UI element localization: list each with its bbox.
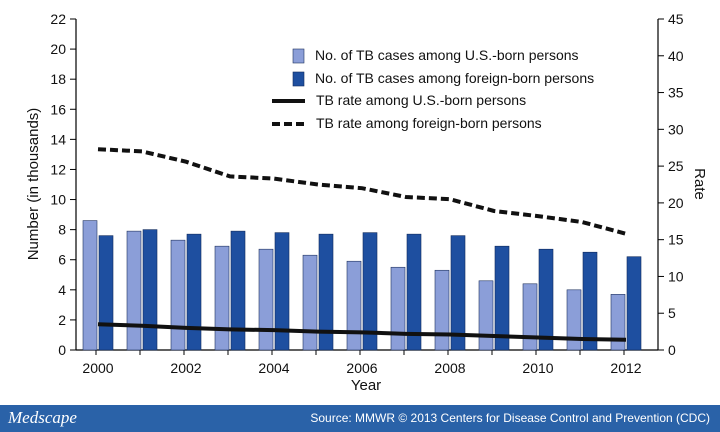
source-credit: Source: MMWR © 2013 Centers for Disease …	[310, 411, 710, 425]
bar-us-born	[434, 269, 450, 351]
bar-us-born	[478, 280, 494, 351]
y2-tick-label: 15	[668, 232, 684, 248]
y-tick-label: 16	[50, 101, 66, 117]
axis-labels: Number (in thousands) Rate Year	[25, 108, 708, 394]
line-rate-us-born	[97, 322, 627, 342]
bar-us-born	[390, 266, 406, 351]
y-tick-label: 22	[50, 11, 66, 27]
y2-tick-label: 10	[668, 268, 684, 284]
y2-axis-label: Rate	[691, 168, 708, 200]
bar-us-born	[258, 248, 274, 351]
bar-foreign-born	[538, 248, 554, 351]
bar-us-born	[610, 294, 626, 351]
y2-tick-label: 40	[668, 48, 684, 64]
bar-us-born	[126, 230, 142, 351]
bar-foreign-born	[274, 232, 290, 351]
y2-tick-label: 0	[668, 342, 676, 358]
y-tick-label: 2	[58, 312, 66, 328]
y-tick-label: 6	[58, 252, 66, 268]
y2-tick-label: 25	[668, 158, 684, 174]
rate-lines	[97, 147, 627, 342]
x-tick-label: 2006	[346, 360, 377, 376]
x-tick-label: 2008	[434, 360, 465, 376]
line-rate-foreign-born	[97, 147, 627, 236]
y2-tick-label: 30	[668, 121, 684, 137]
bars	[82, 220, 642, 351]
x-tick-label: 2012	[610, 360, 641, 376]
bar-us-born	[302, 254, 318, 351]
bar-foreign-born	[230, 230, 246, 351]
x-tick-label: 2000	[82, 360, 113, 376]
bar-us-born	[346, 260, 362, 351]
y-tick-label: 4	[58, 282, 66, 298]
chart: 0 2 4 6 8 10 12 14 16 18 20 22 0 5 10 15 20 25 30 35 40 45 200…	[25, 11, 708, 394]
legend: No. of TB cases among U.S.-born persons N…	[272, 47, 594, 131]
x-tick-label: 2002	[170, 360, 201, 376]
x-tick-label: 2010	[522, 360, 553, 376]
y2-tick-label: 45	[668, 11, 684, 27]
y2-tick-label: 20	[668, 195, 684, 211]
bar-us-born	[522, 283, 538, 351]
bar-us-born	[566, 289, 582, 351]
bar-foreign-born	[186, 233, 202, 351]
legend-label: TB rate among foreign-born persons	[316, 115, 542, 131]
legend-label: No. of TB cases among foreign-born perso…	[315, 70, 594, 86]
x-tick-label: 2004	[258, 360, 289, 376]
bar-foreign-born	[494, 245, 510, 351]
bar-us-born	[170, 239, 186, 351]
y-tick-label: 8	[58, 222, 66, 238]
bar-foreign-born	[98, 235, 114, 351]
bar-us-born	[82, 220, 98, 351]
bar-foreign-born	[142, 229, 158, 351]
bar-foreign-born	[362, 232, 378, 351]
y-tick-label: 20	[50, 41, 66, 57]
legend-label: No. of TB cases among U.S.-born persons	[315, 47, 579, 63]
y2-tick-label: 5	[668, 305, 676, 321]
bar-us-born	[214, 245, 230, 351]
bar-foreign-born	[318, 233, 334, 351]
y-tick-label: 14	[50, 131, 66, 147]
y-axis-label: Number (in thousands)	[25, 108, 42, 261]
bar-foreign-born	[406, 233, 422, 351]
x-axis-label: Year	[351, 377, 381, 394]
bar-foreign-born	[582, 251, 598, 351]
y-tick-label: 0	[58, 342, 66, 358]
bar-foreign-born	[450, 235, 466, 351]
legend-swatch-foreign-born-cases	[292, 71, 305, 87]
y2-tick-label: 35	[668, 85, 684, 101]
footer-bar: Medscape Source: MMWR © 2013 Centers for…	[0, 405, 720, 432]
medscape-logo[interactable]: Medscape	[8, 408, 77, 427]
legend-swatch-us-born-cases	[292, 48, 305, 64]
legend-label: TB rate among U.S.-born persons	[316, 92, 526, 108]
y-tick-label: 12	[50, 161, 66, 177]
y-tick-label: 18	[50, 71, 66, 87]
axes: 0 2 4 6 8 10 12 14 16 18 20 22 0 5 10 15 20 25 30 35 40 45 200…	[50, 11, 683, 376]
bar-foreign-born	[626, 256, 642, 351]
y-tick-label: 10	[50, 192, 66, 208]
